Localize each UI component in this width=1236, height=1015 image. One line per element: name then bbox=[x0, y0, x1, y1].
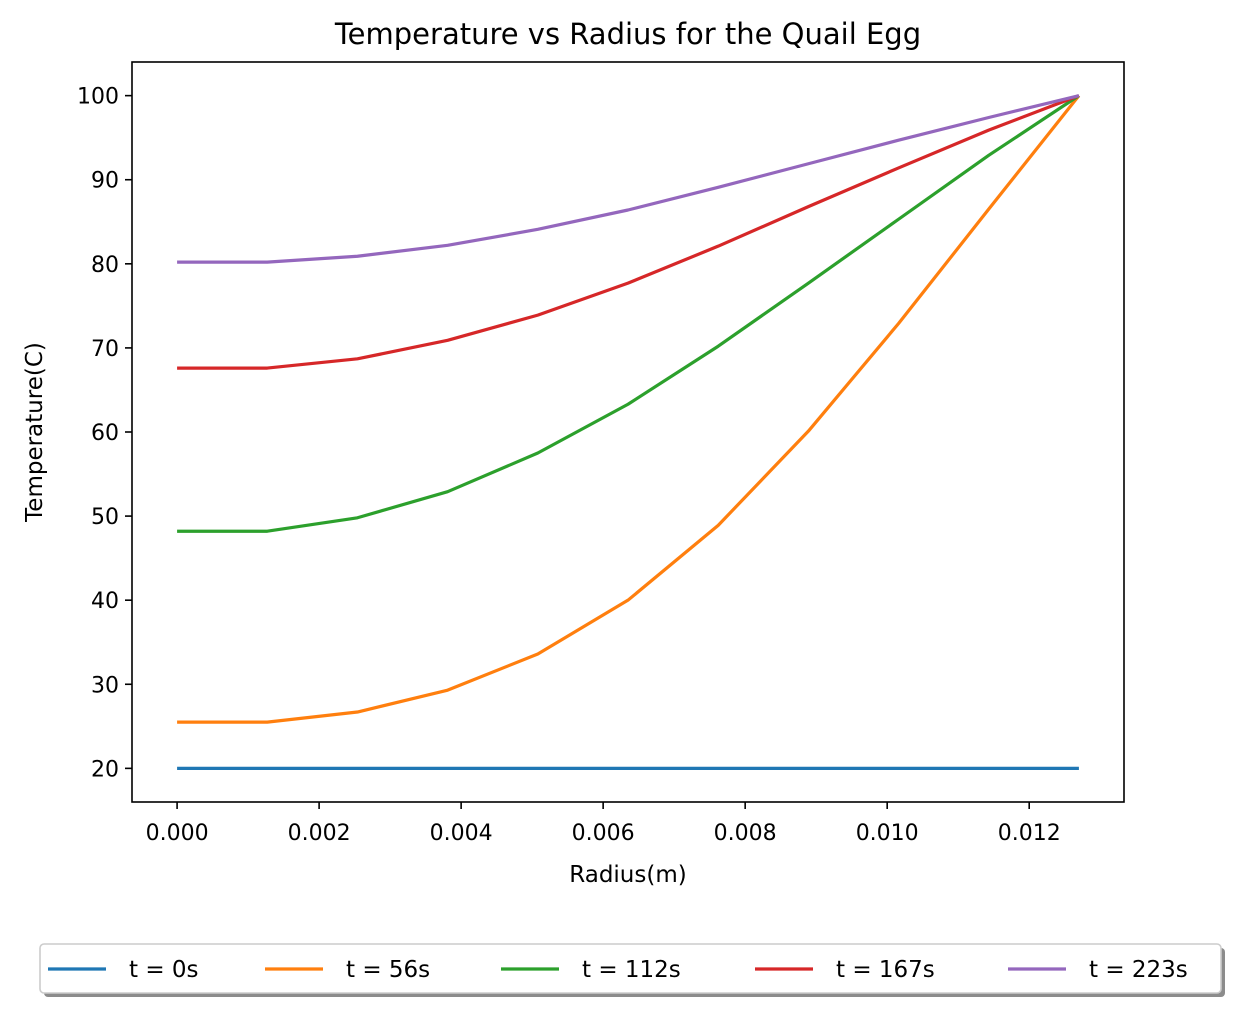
x-axis-label: Radius(m) bbox=[569, 862, 686, 888]
y-tick-label: 100 bbox=[77, 85, 119, 110]
series-layer bbox=[177, 94, 1081, 770]
y-tick-label: 80 bbox=[91, 253, 119, 278]
x-tick-label: 0.000 bbox=[146, 821, 209, 846]
series-line-3 bbox=[177, 94, 1080, 370]
y-tick-label: 70 bbox=[91, 337, 119, 362]
x-axis-ticks: 0.000 0.002 0.004 0.006 0.008 0.010 0.012 bbox=[146, 802, 1061, 846]
y-tick-label: 90 bbox=[91, 169, 119, 194]
y-tick-label: 50 bbox=[91, 505, 119, 530]
legend-label: t = 223s bbox=[1089, 957, 1188, 983]
series-line-4 bbox=[177, 94, 1080, 264]
x-tick-label: 0.006 bbox=[572, 821, 635, 846]
y-axis-ticks: 20 30 40 50 60 70 80 90 100 bbox=[77, 85, 132, 782]
series-line-2 bbox=[177, 94, 1080, 533]
y-tick-label: 40 bbox=[91, 589, 119, 614]
plot-area bbox=[132, 62, 1124, 802]
y-axis-label: Temperature(C) bbox=[22, 342, 48, 523]
legend-items: t = 0s t = 56s t = 112s t = 167s t = 223s bbox=[48, 957, 1188, 983]
legend-label: t = 112s bbox=[582, 957, 681, 983]
y-tick-label: 60 bbox=[91, 421, 119, 446]
x-tick-label: 0.002 bbox=[288, 821, 351, 846]
x-tick-label: 0.012 bbox=[998, 821, 1061, 846]
y-tick-label: 30 bbox=[91, 673, 119, 698]
legend-label: t = 56s bbox=[346, 957, 430, 983]
chart-title: Temperature vs Radius for the Quail Egg bbox=[334, 17, 921, 51]
legend: t = 0s t = 56s t = 112s t = 167s t = 223s bbox=[39, 943, 1225, 997]
legend-label: t = 0s bbox=[129, 957, 199, 983]
series-line-1 bbox=[177, 94, 1081, 724]
legend-frame bbox=[39, 943, 1222, 994]
legend-label: t = 167s bbox=[836, 957, 935, 983]
x-tick-label: 0.010 bbox=[856, 821, 919, 846]
x-tick-label: 0.004 bbox=[430, 821, 493, 846]
x-tick-label: 0.008 bbox=[714, 821, 777, 846]
y-tick-label: 20 bbox=[91, 757, 119, 782]
